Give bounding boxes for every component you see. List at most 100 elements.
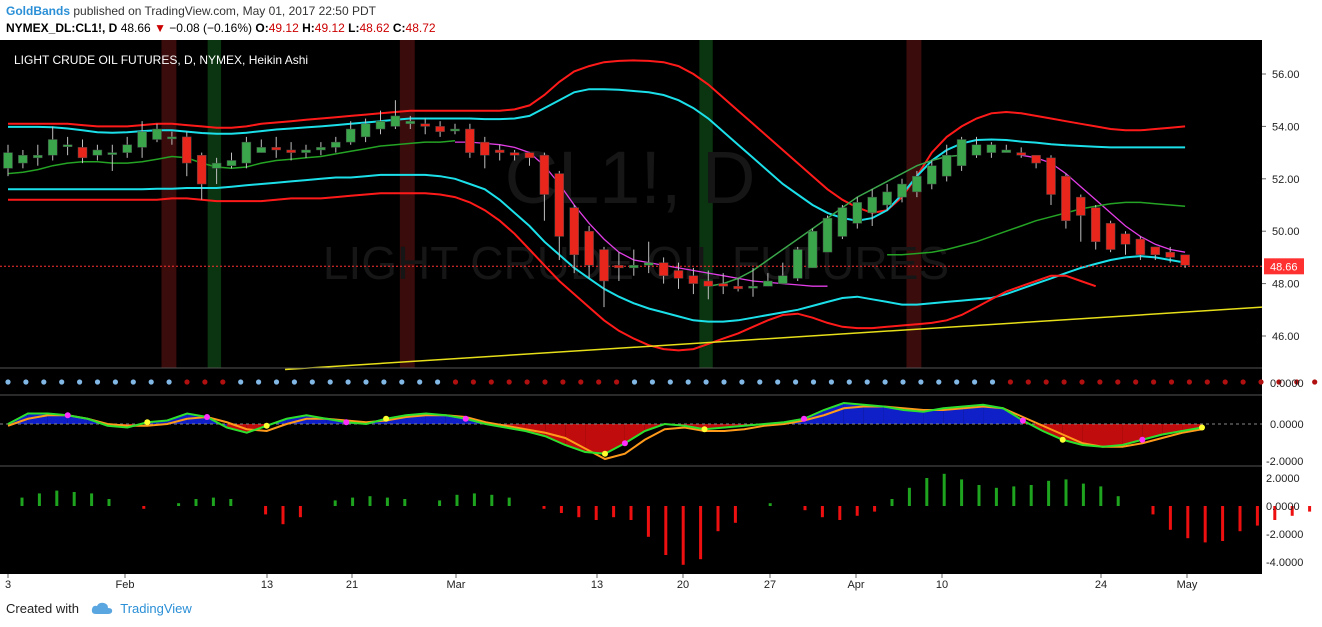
histogram-bar-positive [490, 494, 494, 506]
squeeze-dot-off [972, 379, 978, 385]
squeeze-dot-off [631, 379, 638, 385]
squeeze-dot-off [273, 379, 280, 385]
y-tick-label: 46.00 [1272, 331, 1300, 343]
yellow-marker [263, 422, 270, 429]
highlight-bar-red [399, 40, 415, 368]
candle-down [1135, 238, 1146, 256]
histogram-bar-negative [820, 506, 824, 518]
candle-up [852, 202, 863, 224]
squeeze-dot-off [130, 379, 136, 385]
chart-area[interactable]: CL1!, D LIGHT CRUDE OIL FUTURES 56.00 54.… [0, 40, 1322, 595]
candle-down [77, 147, 88, 159]
oscillator-fill [903, 410, 924, 424]
histogram-bar-negative [1151, 506, 1155, 515]
candle-down [1031, 154, 1041, 164]
candle-up [971, 144, 982, 156]
oscillator-fill [1082, 424, 1103, 447]
candle-up [167, 136, 177, 140]
histogram-bar-positive [1029, 485, 1033, 506]
candle-down [1016, 152, 1026, 156]
oscillator-fill [823, 403, 844, 424]
symbol-watermark: CL1!, D LIGHT CRUDE OIL FUTURES [323, 136, 949, 289]
histogram-bar-positive [107, 499, 111, 506]
oscillator-fill [624, 424, 645, 444]
candle-down [569, 207, 579, 256]
published-text: published on TradingView.com, May 01, 20… [73, 4, 376, 18]
open-value: 49.12 [268, 21, 299, 35]
x-tick-label: 13 [261, 579, 273, 591]
candle-up [211, 162, 222, 169]
low-label: L: [348, 21, 360, 35]
squeeze-dot-off [685, 379, 691, 385]
histogram-bar-positive [472, 493, 476, 506]
squeeze-dot-off [936, 379, 942, 385]
publish-info: GoldBands published on TradingView.com, … [6, 4, 376, 18]
squeeze-dot-on [202, 379, 208, 385]
candle-down [271, 147, 281, 151]
highlight-bar-red [161, 40, 177, 368]
squeeze-dot-off [381, 379, 387, 385]
x-tick-label: Apr [847, 579, 864, 591]
oscillator-min-label: -2.0000 [1266, 456, 1303, 468]
candle-up [301, 149, 311, 153]
magenta-marker [343, 419, 350, 426]
candle-down [1061, 175, 1071, 221]
histogram-bar-positive [194, 499, 198, 506]
squeeze-dots [0, 367, 1318, 385]
low-value: 48.62 [359, 21, 390, 35]
x-tick-label: Mar [447, 579, 466, 591]
high-value: 49.12 [314, 21, 345, 35]
histogram-bar-positive [177, 503, 181, 506]
candle-up [137, 131, 147, 148]
histogram-bar-negative [1186, 506, 1190, 539]
oscillator-fill [445, 415, 466, 424]
histogram-bar-positive [72, 492, 76, 506]
oscillator-fill [1162, 424, 1183, 435]
histogram-bar-positive [368, 496, 372, 506]
candle-up [956, 139, 967, 166]
candle-down [614, 265, 624, 269]
squeeze-dot-on [452, 379, 459, 385]
magenta-marker [462, 415, 469, 422]
candle-down [494, 149, 505, 153]
tradingview-link[interactable]: TradingView [120, 601, 192, 616]
histogram-bar-positive [977, 485, 981, 506]
oscillator-fill [963, 404, 984, 424]
candle-down [1105, 223, 1116, 250]
squeeze-dot-off [291, 379, 297, 385]
squeeze-dot-on [470, 379, 476, 385]
histogram-tick-label: 0.0000 [1266, 501, 1300, 513]
candle-up [643, 262, 654, 266]
magenta-marker [1019, 417, 1026, 424]
histogram-bar-positive [1099, 486, 1103, 506]
histogram-bar-positive [890, 499, 894, 506]
squeeze-dot-on [1115, 379, 1121, 385]
oscillator-pane [0, 394, 1262, 461]
candle-down [1150, 246, 1161, 256]
histogram-bar-negative [1168, 506, 1172, 530]
oscillator-fill [585, 424, 605, 454]
squeeze-dot-off [327, 379, 333, 385]
magenta-marker [1139, 436, 1146, 443]
time-scale-background [0, 574, 1322, 595]
histogram-bar-negative [855, 506, 859, 516]
candle-up [241, 141, 252, 164]
squeeze-dot-off [828, 379, 835, 385]
watermark-name: LIGHT CRUDE OIL FUTURES [323, 237, 949, 289]
candle-up [1001, 149, 1012, 153]
squeeze-dot-off [954, 379, 960, 385]
candle-down [673, 270, 684, 279]
magenta-marker [204, 414, 210, 420]
squeeze-dot-off [739, 379, 745, 385]
highlight-bar-green [207, 40, 222, 368]
last-price-tag [1264, 258, 1304, 275]
histogram-bar-negative [803, 506, 807, 511]
histogram-bar-negative [1273, 506, 1277, 520]
x-tick-label: 20 [677, 579, 689, 591]
candle-up [18, 154, 28, 164]
yellow-marker [144, 419, 151, 426]
candle-up [345, 128, 356, 143]
candle-down [480, 141, 490, 156]
candle-down [1076, 196, 1086, 216]
author-link[interactable]: GoldBands [6, 4, 71, 18]
